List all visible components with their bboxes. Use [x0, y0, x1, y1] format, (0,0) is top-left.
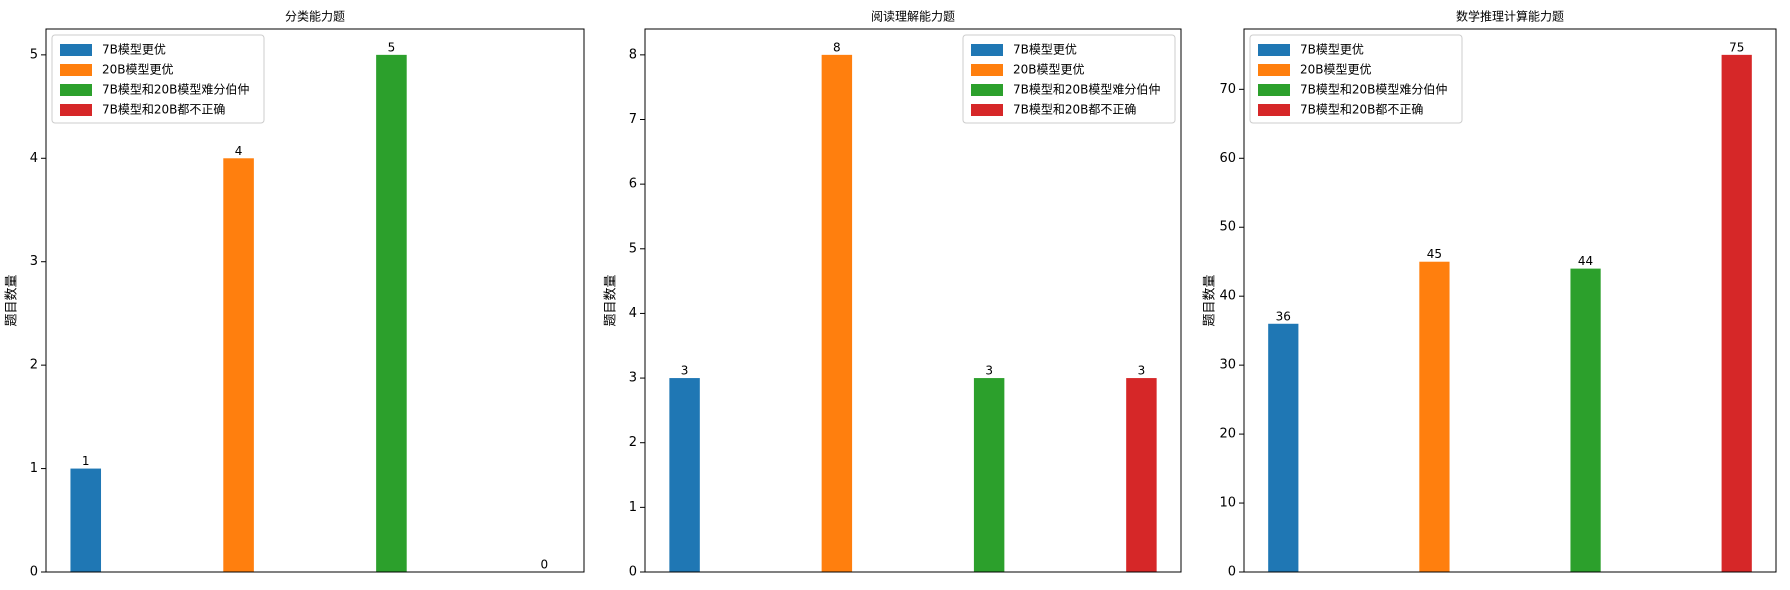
- y-tick-label: 6: [629, 177, 637, 192]
- legend-box: [962, 34, 1176, 124]
- axes-frame: [45, 28, 585, 573]
- legend-box: [51, 34, 265, 124]
- y-tick-label: 10: [1219, 496, 1236, 511]
- bar: [376, 54, 407, 573]
- value-label: 3: [985, 364, 993, 378]
- legend: 7B模型更优 20B模型更优 7B模型和20B模型难分伯仲 7B模型和20B都不正确: [962, 34, 1176, 124]
- y-tick-label: 7: [629, 112, 637, 127]
- legend-label: 20B模型更优: [102, 63, 174, 77]
- value-label: 8: [833, 40, 841, 54]
- y-tick-label: 50: [1219, 220, 1236, 235]
- legend: 7B模型更优 20B模型更优 7B模型和20B模型难分伯仲 7B模型和20B都不正确: [51, 34, 265, 124]
- value-label: 36: [1276, 309, 1291, 323]
- legend-label: 7B模型和20B都不正确: [1300, 103, 1423, 117]
- legend-label: 7B模型和20B都不正确: [102, 103, 225, 117]
- y-tick-label: 2: [30, 358, 38, 373]
- y-tick-label: 3: [629, 371, 637, 386]
- y-tick-label: 0: [629, 565, 637, 580]
- y-tick-label: 40: [1219, 289, 1236, 304]
- legend-swatch: [60, 44, 92, 56]
- y-axis-label: 题目数量: [5, 274, 20, 326]
- legend-swatch: [971, 64, 1003, 76]
- bar: [223, 158, 254, 573]
- bar: [669, 378, 700, 572]
- value-label: 44: [1578, 254, 1593, 268]
- legend-swatch: [1258, 84, 1290, 96]
- y-tick-label: 8: [629, 47, 637, 62]
- legend-swatch: [60, 104, 92, 116]
- legend-label: 7B模型和20B模型难分伯仲: [102, 82, 249, 97]
- value-label: 5: [388, 40, 396, 54]
- y-tick-label: 0: [30, 565, 38, 580]
- value-label: 75: [1729, 40, 1744, 54]
- legend-swatch: [1258, 64, 1290, 76]
- legend: 7B模型更优 20B模型更优 7B模型和20B模型难分伯仲 7B模型和20B都不正确: [1249, 34, 1463, 124]
- legend-label: 7B模型更优: [1013, 43, 1077, 57]
- legend-label: 7B模型和20B模型难分伯仲: [1300, 82, 1447, 97]
- y-tick-label: 60: [1219, 151, 1236, 166]
- chart-title: 分类能力题: [285, 10, 345, 24]
- y-tick-label: 0: [1228, 565, 1236, 580]
- legend-label: 7B模型和20B都不正确: [1013, 103, 1136, 117]
- chart-title: 数学推理计算能力题: [1456, 9, 1564, 24]
- bar: [1126, 378, 1157, 572]
- y-tick-label: 5: [629, 241, 637, 256]
- bar: [70, 468, 102, 572]
- value-label: 4: [235, 144, 243, 158]
- legend-swatch: [1258, 44, 1290, 56]
- y-tick-label: 70: [1219, 82, 1236, 97]
- y-tick-label: 3: [30, 254, 38, 269]
- legend-swatch: [60, 64, 92, 76]
- value-label: 0: [540, 558, 548, 572]
- legend-swatch: [1258, 104, 1290, 116]
- value-label: 3: [1138, 364, 1146, 378]
- bar: [1268, 323, 1299, 572]
- legend-label: 20B模型更优: [1300, 63, 1372, 77]
- legend-swatch: [60, 84, 92, 96]
- y-axis-label: 题目数量: [604, 274, 619, 326]
- legend-label: 7B模型更优: [102, 43, 166, 57]
- y-tick-label: 1: [30, 461, 38, 476]
- legend-box: [1249, 34, 1463, 124]
- y-tick-label: 4: [629, 306, 637, 321]
- value-label: 45: [1427, 247, 1442, 261]
- bar: [1721, 54, 1752, 573]
- legend-swatch: [971, 44, 1003, 56]
- axes-frame: [644, 28, 1182, 573]
- axes-frame: [1243, 28, 1777, 573]
- value-label: 1: [82, 454, 90, 468]
- legend-label: 20B模型更优: [1013, 63, 1085, 77]
- legend-label: 7B模型和20B模型难分伯仲: [1013, 82, 1160, 97]
- y-tick-label: 5: [30, 47, 38, 62]
- y-tick-label: 20: [1219, 427, 1236, 442]
- legend-swatch: [971, 104, 1003, 116]
- y-axis-label: 题目数量: [1203, 274, 1218, 326]
- y-tick-label: 4: [30, 151, 38, 166]
- y-tick-label: 2: [629, 435, 637, 450]
- value-label: 3: [681, 364, 689, 378]
- chart-title: 阅读理解能力题: [871, 10, 955, 24]
- y-tick-label: 1: [629, 500, 637, 515]
- y-tick-label: 30: [1219, 358, 1236, 373]
- bar: [821, 54, 853, 573]
- legend-swatch: [971, 84, 1003, 96]
- bar: [1570, 268, 1601, 572]
- legend-label: 7B模型更优: [1300, 43, 1364, 57]
- bar: [973, 378, 1005, 572]
- bar: [1419, 261, 1450, 572]
